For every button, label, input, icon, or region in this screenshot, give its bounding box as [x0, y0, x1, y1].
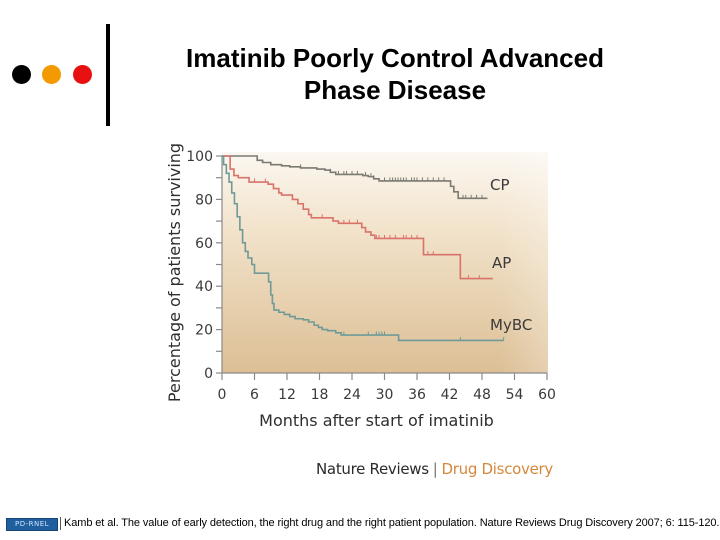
logo-separator	[60, 517, 61, 530]
x-tick-label: 30	[376, 387, 394, 403]
series-ap	[222, 155, 493, 280]
x-tick-label: 24	[343, 387, 361, 403]
journal-credit: Nature Reviews | Drug Discovery	[316, 460, 553, 478]
journal-section: Drug Discovery	[441, 460, 554, 478]
x-tick-label: 60	[538, 387, 556, 403]
x-tick-label: 36	[408, 387, 426, 403]
slide-title-line2: Phase Disease	[303, 75, 487, 105]
journal-name: Nature Reviews	[316, 460, 429, 478]
series-label-cp: CP	[490, 176, 510, 194]
slide-title: Imatinib Poorly Control Advanced Phase D…	[130, 42, 660, 106]
x-tick-label: 18	[311, 387, 329, 403]
y-axis-title: Percentage of patients surviving	[165, 143, 184, 402]
km-curve-ap	[222, 155, 493, 280]
series-label-mybc: MyBC	[490, 316, 532, 334]
y-tick-label: 20	[195, 323, 213, 339]
orange-dot	[42, 65, 61, 84]
series-label-ap: AP	[492, 254, 511, 272]
y-tick-label: 60	[195, 236, 213, 252]
x-axis-title: Months after start of imatinib	[259, 411, 494, 430]
x-tick-label: 42	[441, 387, 459, 403]
x-tick-label: 6	[250, 387, 259, 403]
citation-text: Kamb et al. The value of early detection…	[64, 517, 720, 529]
vertical-divider	[106, 24, 110, 126]
red-dot	[73, 65, 92, 84]
series-group	[222, 155, 505, 342]
journal-separator: |	[432, 460, 438, 478]
x-tick-label: 0	[218, 387, 227, 403]
y-tick-label: 40	[195, 279, 213, 295]
x-tick-label: 48	[473, 387, 491, 403]
axes: 0 20 40 60 80 100 0 6 12 18 24 30 36 42 48 54 60 Months a…	[165, 143, 556, 430]
publisher-logo: PD-RNEL	[6, 518, 58, 531]
black-dot	[12, 65, 31, 84]
slide-title-line1: Imatinib Poorly Control Advanced	[186, 43, 604, 73]
x-tick-label: 54	[506, 387, 524, 403]
y-tick-label: 80	[195, 192, 213, 208]
km-curve-mybc	[222, 155, 504, 342]
series-cp	[222, 155, 488, 200]
y-tick-label: 0	[204, 366, 213, 382]
series-mybc	[222, 155, 505, 342]
y-tick-label: 100	[186, 149, 213, 165]
labels-group: CP AP MyBC	[490, 176, 532, 334]
x-tick-label: 12	[278, 387, 296, 403]
